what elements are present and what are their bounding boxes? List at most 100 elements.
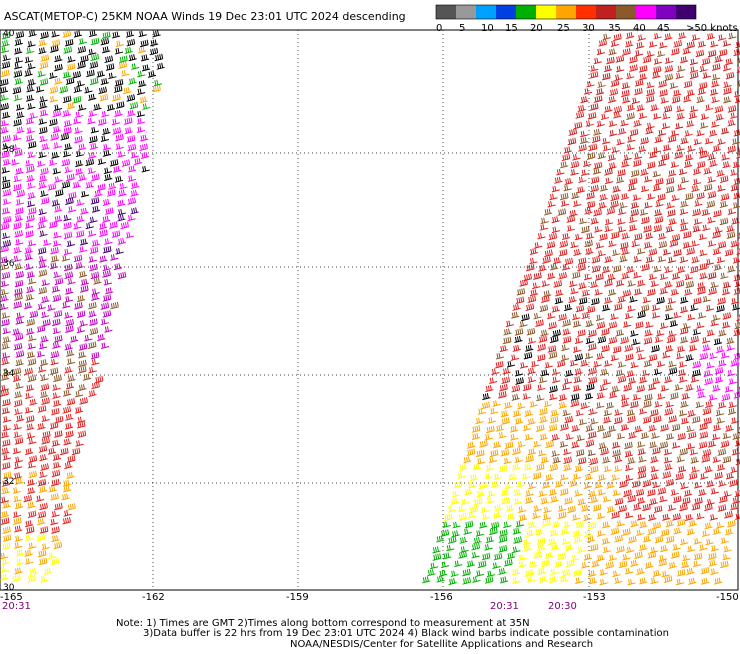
wind-barb	[75, 390, 84, 398]
wind-barb	[669, 392, 679, 400]
wind-barb	[661, 570, 670, 578]
wind-barb	[584, 207, 593, 215]
wind-barb	[731, 448, 740, 456]
wind-barb	[590, 496, 599, 504]
wind-barb	[15, 477, 24, 485]
wind-barb	[652, 377, 661, 385]
wind-barb	[733, 287, 740, 295]
wind-barb	[79, 55, 89, 63]
wind-barb	[103, 278, 112, 286]
wind-barb	[680, 417, 690, 425]
wind-barb	[501, 376, 511, 385]
wind-barb	[567, 505, 576, 514]
wind-barb	[608, 96, 617, 104]
wind-barb	[119, 55, 128, 63]
wind-barb	[1, 487, 10, 495]
wind-barb	[130, 181, 140, 190]
wind-barb	[518, 514, 528, 522]
wind-barb	[627, 184, 637, 192]
wind-barb	[732, 497, 740, 504]
wind-barb	[565, 559, 575, 568]
wind-barb	[572, 346, 582, 353]
wind-barb	[50, 45, 59, 53]
wind-barb	[442, 552, 452, 560]
wind-barb	[2, 198, 12, 206]
wind-barb	[721, 393, 731, 402]
wind-barb	[727, 265, 736, 273]
wind-barb	[471, 425, 481, 433]
wind-barb	[15, 359, 24, 367]
wind-barb	[492, 511, 502, 520]
wind-barb	[14, 214, 23, 222]
wind-barb	[630, 400, 639, 409]
wind-barb	[723, 96, 732, 104]
wind-barb	[12, 367, 22, 376]
wind-barb	[97, 118, 107, 126]
wind-barb	[67, 374, 76, 382]
wind-barb	[49, 118, 58, 127]
wind-barb	[573, 376, 582, 384]
wind-barb	[62, 95, 72, 104]
wind-barb	[535, 424, 545, 433]
wind-barb	[627, 415, 636, 424]
wind-barb	[78, 343, 88, 351]
wind-barb	[657, 393, 666, 400]
wind-barb	[665, 304, 674, 312]
wind-barb	[26, 94, 35, 102]
wind-barb	[13, 423, 22, 431]
wind-barb	[713, 263, 722, 271]
wind-barb	[586, 535, 596, 543]
wind-barb	[577, 498, 586, 506]
wind-barb	[27, 342, 36, 350]
wind-barb	[684, 160, 693, 168]
wind-barb	[668, 218, 677, 226]
wind-barb	[637, 465, 647, 474]
wind-barb	[29, 310, 39, 319]
wind-barb	[25, 165, 35, 173]
wind-barb	[614, 455, 623, 463]
wind-barb	[149, 47, 159, 56]
wind-barb	[617, 226, 626, 233]
wind-barb	[52, 126, 61, 134]
wind-barb	[54, 63, 63, 72]
wind-barb	[65, 430, 74, 438]
wind-barb	[730, 503, 739, 511]
wind-barb	[576, 186, 585, 194]
wind-barb	[608, 336, 618, 345]
wind-barb	[75, 230, 85, 238]
wind-barb	[657, 487, 667, 495]
wind-barb	[680, 137, 689, 145]
wind-barb	[596, 120, 605, 128]
wind-barb	[586, 200, 596, 209]
wind-barb	[97, 183, 106, 192]
wind-barb	[16, 189, 25, 198]
wind-barb	[593, 57, 602, 65]
wind-barb	[537, 543, 546, 552]
wind-barb	[673, 249, 682, 257]
wind-barb	[39, 175, 48, 183]
wind-barb	[2, 143, 11, 150]
wind-barb	[558, 401, 567, 409]
wind-barb	[450, 497, 459, 505]
wind-barb	[39, 526, 49, 534]
legend-tick-label: 10	[481, 23, 494, 34]
wind-barb	[43, 239, 52, 246]
wind-barb	[631, 97, 641, 105]
wind-barb	[529, 247, 538, 255]
wind-barb	[644, 176, 653, 183]
wind-barb	[598, 201, 607, 210]
wind-barb	[540, 217, 549, 225]
wind-barb	[52, 453, 61, 461]
wind-barb	[596, 402, 605, 409]
wind-barb	[587, 449, 596, 457]
wind-barb	[540, 456, 549, 464]
wind-barb	[659, 42, 668, 49]
wind-barb	[681, 497, 691, 505]
wind-barb	[610, 200, 619, 209]
wind-barb	[704, 137, 714, 145]
wind-barb	[500, 410, 509, 418]
wind-barb	[551, 185, 560, 193]
wind-barb	[644, 202, 653, 209]
wind-barb	[700, 577, 710, 585]
wind-barb	[548, 351, 558, 359]
